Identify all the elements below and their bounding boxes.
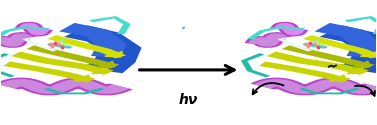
Polygon shape <box>59 23 127 58</box>
Ellipse shape <box>57 45 65 47</box>
Polygon shape <box>259 62 351 82</box>
Polygon shape <box>92 67 109 74</box>
Polygon shape <box>98 61 115 68</box>
Polygon shape <box>3 62 95 82</box>
Polygon shape <box>11 52 114 75</box>
Polygon shape <box>44 88 105 94</box>
Polygon shape <box>0 78 133 95</box>
Polygon shape <box>18 23 49 35</box>
Ellipse shape <box>48 44 58 46</box>
Polygon shape <box>0 33 32 47</box>
Polygon shape <box>303 35 377 58</box>
Polygon shape <box>26 45 120 69</box>
Polygon shape <box>14 22 53 36</box>
Text: hν: hν <box>179 93 198 107</box>
Ellipse shape <box>303 44 314 46</box>
Polygon shape <box>105 52 122 57</box>
Polygon shape <box>180 24 187 31</box>
Polygon shape <box>244 32 291 48</box>
Polygon shape <box>64 25 142 73</box>
Polygon shape <box>23 38 57 52</box>
Polygon shape <box>241 53 270 77</box>
Polygon shape <box>270 22 308 36</box>
Polygon shape <box>274 23 305 35</box>
Polygon shape <box>282 45 375 69</box>
Polygon shape <box>181 25 186 31</box>
Polygon shape <box>299 88 360 94</box>
Polygon shape <box>354 61 370 68</box>
Ellipse shape <box>319 46 326 48</box>
Polygon shape <box>89 16 130 34</box>
Polygon shape <box>250 78 377 95</box>
Polygon shape <box>48 35 126 58</box>
Polygon shape <box>254 79 377 94</box>
Polygon shape <box>329 75 346 81</box>
Polygon shape <box>278 38 312 52</box>
Polygon shape <box>0 26 49 40</box>
Polygon shape <box>267 52 369 75</box>
Polygon shape <box>345 16 377 34</box>
Ellipse shape <box>64 46 71 48</box>
Polygon shape <box>0 32 36 48</box>
Polygon shape <box>0 53 15 77</box>
Polygon shape <box>248 33 288 47</box>
Polygon shape <box>74 75 91 81</box>
Polygon shape <box>320 25 377 73</box>
Polygon shape <box>247 26 305 40</box>
Polygon shape <box>314 23 377 58</box>
Polygon shape <box>347 67 364 74</box>
Ellipse shape <box>312 45 320 47</box>
Polygon shape <box>360 52 377 57</box>
Polygon shape <box>0 79 129 94</box>
